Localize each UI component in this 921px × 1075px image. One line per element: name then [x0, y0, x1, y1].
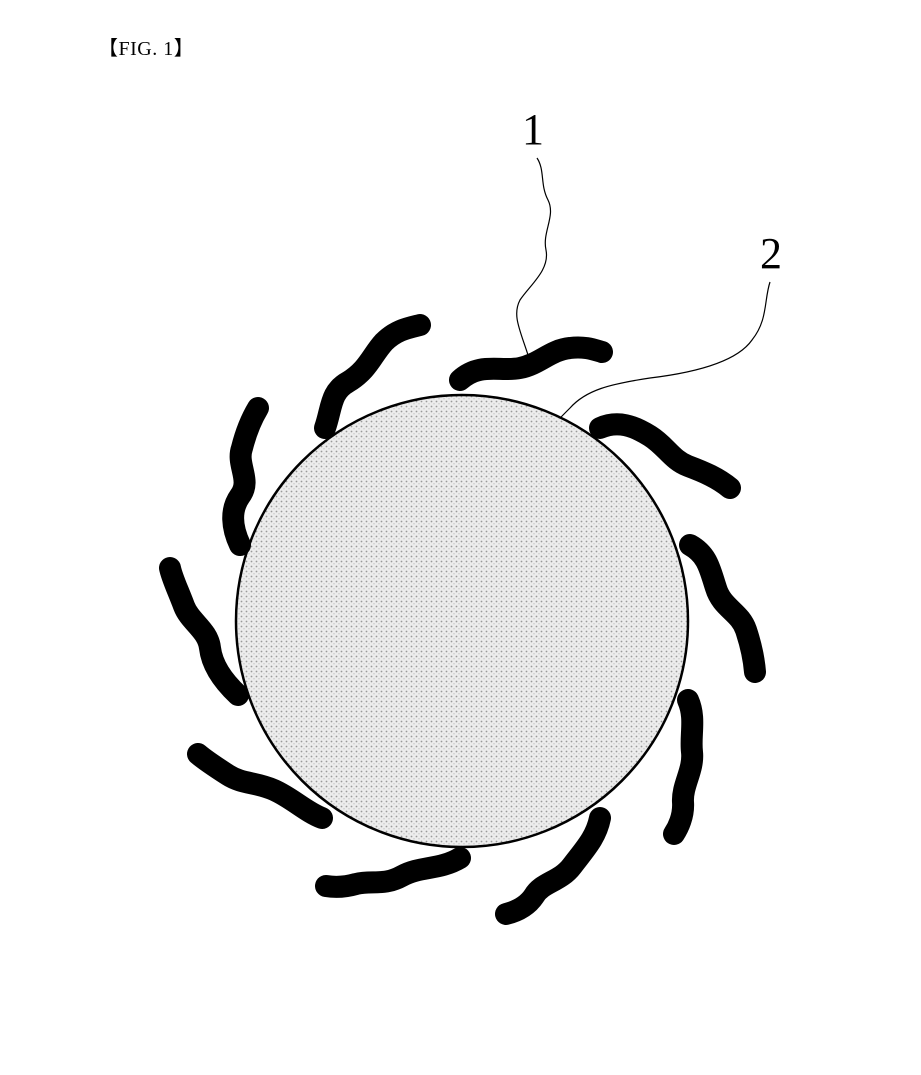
strand-left-middle — [170, 568, 238, 695]
leader-line-2 — [545, 282, 770, 436]
strand-left-upper — [233, 408, 258, 545]
strand-right-upper — [690, 545, 755, 672]
core-particle — [236, 395, 688, 847]
strand-top-center — [460, 347, 602, 380]
strand-right-lower — [674, 700, 692, 834]
strand-bottom-center — [326, 858, 460, 887]
leader-line-1 — [517, 158, 551, 355]
